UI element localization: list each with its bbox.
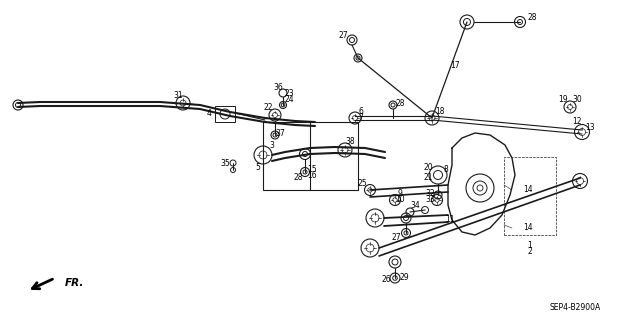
Text: 24: 24 xyxy=(284,95,294,105)
Text: 8: 8 xyxy=(444,166,449,174)
Text: 19: 19 xyxy=(558,94,568,103)
Text: SEP4-B2900A: SEP4-B2900A xyxy=(549,303,600,313)
Text: 2: 2 xyxy=(527,247,532,256)
Text: 28: 28 xyxy=(293,174,303,182)
Text: 5: 5 xyxy=(255,162,260,172)
Text: 4: 4 xyxy=(207,108,211,117)
Text: 16: 16 xyxy=(307,170,317,180)
Text: 37: 37 xyxy=(275,130,285,138)
Text: 31: 31 xyxy=(173,92,183,100)
Text: 20: 20 xyxy=(423,164,433,173)
Text: 27: 27 xyxy=(338,31,348,40)
Text: 29: 29 xyxy=(399,273,409,283)
Bar xyxy=(263,122,358,190)
Text: 17: 17 xyxy=(450,61,460,70)
Bar xyxy=(504,157,556,235)
Text: 14: 14 xyxy=(523,224,533,233)
Text: 9: 9 xyxy=(397,189,403,197)
Text: 30: 30 xyxy=(572,94,582,103)
Text: 13: 13 xyxy=(585,123,595,132)
Text: 11: 11 xyxy=(445,216,455,225)
Text: 1: 1 xyxy=(527,241,532,249)
Text: 12: 12 xyxy=(572,117,582,127)
Text: 38: 38 xyxy=(345,137,355,145)
Text: 3: 3 xyxy=(269,140,275,150)
Text: 34: 34 xyxy=(410,202,420,211)
Text: 28: 28 xyxy=(396,100,404,108)
Text: FR.: FR. xyxy=(65,278,84,288)
Text: 26: 26 xyxy=(381,276,391,285)
Text: 18: 18 xyxy=(435,107,445,115)
Text: 15: 15 xyxy=(307,165,317,174)
Text: 7: 7 xyxy=(358,114,364,122)
Text: 10: 10 xyxy=(395,196,405,204)
Text: 35: 35 xyxy=(220,159,230,167)
Text: 21: 21 xyxy=(423,173,433,182)
Text: 23: 23 xyxy=(284,90,294,99)
Text: 14: 14 xyxy=(523,186,533,195)
Text: 25: 25 xyxy=(357,180,367,189)
Text: 22: 22 xyxy=(263,102,273,112)
Bar xyxy=(215,106,235,122)
Text: 28: 28 xyxy=(527,13,537,23)
Text: 33: 33 xyxy=(425,196,435,204)
Text: 32: 32 xyxy=(425,189,435,197)
Text: 27: 27 xyxy=(391,234,401,242)
Text: 36: 36 xyxy=(273,84,283,93)
Text: 6: 6 xyxy=(358,108,364,116)
